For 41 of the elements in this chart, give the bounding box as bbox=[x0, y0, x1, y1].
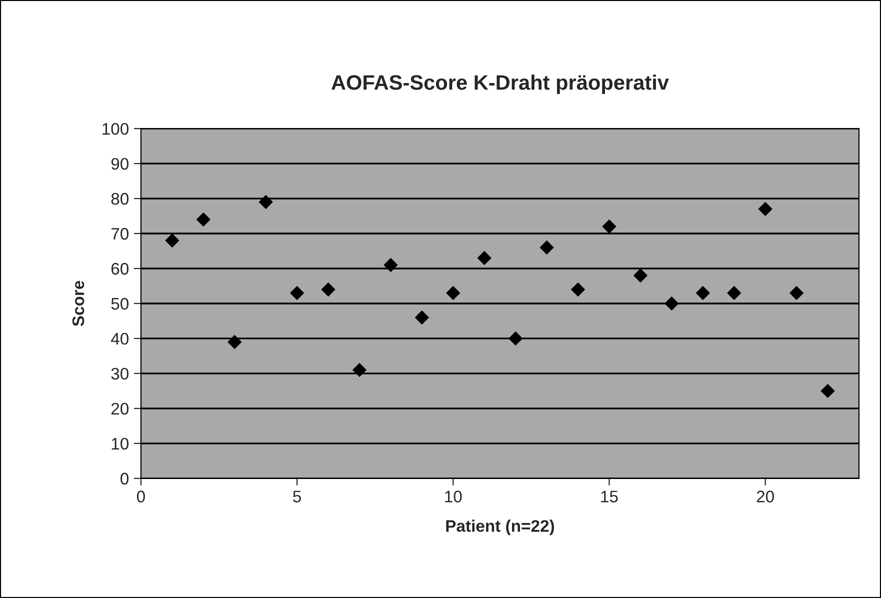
y-tick-label: 100 bbox=[102, 122, 129, 135]
point bbox=[446, 286, 460, 300]
y-tick-label: 10 bbox=[112, 438, 129, 450]
point bbox=[540, 240, 554, 254]
x-tick-label: 5 bbox=[293, 490, 301, 502]
point bbox=[571, 282, 585, 296]
point bbox=[414, 310, 429, 324]
point bbox=[384, 258, 398, 272]
point bbox=[696, 286, 710, 300]
y-axis-title: Score bbox=[72, 280, 84, 326]
point bbox=[258, 195, 273, 209]
y-tick-label: 40 bbox=[111, 332, 129, 345]
point bbox=[290, 286, 304, 300]
y-tick-label: 90 bbox=[111, 158, 129, 170]
point bbox=[758, 202, 772, 216]
y-tick-label: 30 bbox=[111, 368, 129, 380]
point bbox=[477, 251, 492, 265]
y-tick-label: 70 bbox=[111, 228, 129, 240]
x-tick-label: 15 bbox=[601, 490, 618, 502]
chart-title: AOFAS-Score K-Draht präoperativ bbox=[331, 74, 669, 94]
x-tick-label: 10 bbox=[445, 490, 462, 502]
y-tick-label: 50 bbox=[111, 298, 129, 310]
y-tick-label: 0 bbox=[120, 472, 129, 485]
y-tick-label: 20 bbox=[111, 402, 129, 415]
point bbox=[196, 212, 210, 226]
point bbox=[820, 384, 835, 398]
point bbox=[633, 268, 648, 282]
point bbox=[727, 286, 742, 300]
point bbox=[790, 286, 804, 300]
point bbox=[508, 332, 523, 346]
point bbox=[165, 234, 180, 248]
x-tick-label: 0 bbox=[136, 490, 145, 502]
point bbox=[228, 335, 242, 349]
x-tick-label: 20 bbox=[756, 490, 774, 502]
y-tick-label: 60 bbox=[111, 262, 129, 275]
x-axis-title: Patient (n=22) bbox=[446, 520, 554, 536]
point bbox=[352, 362, 366, 377]
point bbox=[664, 296, 679, 310]
point bbox=[321, 282, 336, 296]
y-tick-label: 80 bbox=[111, 192, 129, 205]
point bbox=[602, 220, 616, 234]
